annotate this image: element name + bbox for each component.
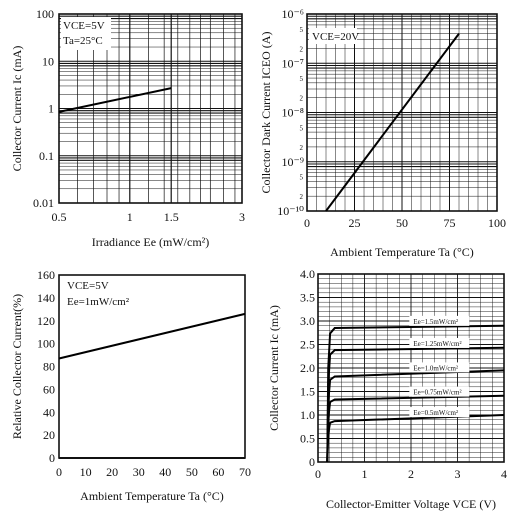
y-tick-label: 120	[37, 314, 55, 328]
y-tick-label: 1.0	[300, 408, 315, 422]
x-axis-label: Ambient Temperature Ta (°C)	[80, 489, 224, 503]
y-tick-label: 140	[37, 291, 55, 305]
y-tick-label: 60	[43, 382, 55, 396]
series-label: Ee=1.25mW/cm²	[413, 340, 461, 348]
y-tick-label: 160	[37, 268, 55, 282]
y-minor-tick-label: 5	[300, 124, 304, 132]
plot-frame	[317, 273, 505, 463]
y-tick-label: 3.0	[300, 314, 315, 328]
series-label-box	[409, 315, 470, 326]
y-tick-label: 1.5	[300, 385, 315, 399]
y-tick-label: 10⁻⁸	[281, 106, 304, 120]
series-label-box	[409, 362, 470, 373]
y-tick-label: 10	[42, 54, 54, 68]
y-minor-tick-label: 5	[300, 75, 304, 83]
y-axis-label: Collector Dark Current ICEO (A)	[259, 32, 273, 194]
x-tick-label: 10	[80, 465, 92, 479]
series-label: Ee=0.5mW/cm²	[413, 409, 458, 417]
y-minor-tick-label: 5	[300, 26, 304, 34]
y-minor-tick-label: 2	[300, 95, 304, 103]
y-tick-label: 2.5	[300, 338, 315, 352]
x-tick-label: 40	[159, 465, 171, 479]
annotation-text: VCE=5V	[63, 20, 105, 32]
x-tick-label: 1	[362, 467, 368, 481]
x-tick-label: 50	[396, 216, 408, 230]
x-axis-label: Collector-Emitter Voltage VCE (V)	[326, 497, 496, 511]
y-tick-label: 100	[37, 337, 55, 351]
x-tick-label: 1.5	[164, 210, 179, 224]
y-tick-label: 0.5	[300, 432, 315, 446]
y-axis-label: Relative Collector Current(%)	[10, 294, 24, 439]
x-tick-label: 3	[239, 210, 245, 224]
x-tick-label: 2	[408, 467, 414, 481]
annotation-box	[309, 28, 357, 44]
annotation-text: Ee=1mW/cm²	[67, 296, 130, 308]
plot-frame	[306, 13, 498, 212]
series-label-box	[409, 407, 470, 418]
y-tick-label: 10⁻⁹	[281, 155, 304, 169]
y-tick-label: 4.0	[300, 267, 315, 281]
y-tick-label: 40	[43, 405, 55, 419]
chart-output-characteristics: Ee=1.5mW/cm² Ee=1.25mW/cm² Ee=1.0mW/cm² Ee=…	[267, 267, 507, 511]
y-tick-label: 0	[309, 455, 315, 469]
y-tick-label: 3.5	[300, 291, 315, 305]
x-tick-label: 1	[127, 210, 133, 224]
x-tick-label: 100	[488, 216, 506, 230]
x-axis-label: Irradiance Ee (mW/cm²)	[92, 235, 210, 249]
series-label-box	[409, 337, 470, 348]
y-tick-label: 1	[48, 102, 54, 116]
y-minor-tick-label: 2	[300, 45, 304, 53]
annotation-box	[61, 17, 111, 50]
series-label-box	[409, 386, 470, 397]
y-minor-tick-label: 2	[300, 193, 304, 201]
x-tick-label: 25	[349, 216, 361, 230]
series-line	[58, 87, 172, 113]
x-tick-label: 70	[239, 465, 251, 479]
y-tick-label: 20	[43, 428, 55, 442]
x-tick-label: 0	[315, 467, 321, 481]
x-tick-label: 50	[186, 465, 198, 479]
annotation-text: Ta=25°C	[63, 35, 103, 47]
y-tick-label: 2.0	[300, 361, 315, 375]
series-line	[326, 414, 505, 463]
y-tick-label: 0	[49, 451, 55, 465]
y-tick-label: 0.01	[33, 196, 54, 210]
annotation-text: VCE=5V	[67, 280, 109, 292]
x-axis-label: Ambient Temperature Ta (°C)	[330, 245, 474, 259]
series-label: Ee=1.5mW/cm²	[413, 318, 458, 326]
y-tick-label: 100	[36, 7, 54, 21]
x-tick-label: 75	[444, 216, 456, 230]
y-tick-label: 10⁻⁷	[281, 56, 304, 70]
x-tick-label: 30	[133, 465, 145, 479]
annotation-text: VCE=20V	[312, 31, 359, 43]
y-tick-label: 0.1	[39, 149, 54, 163]
series-line	[325, 32, 460, 212]
y-tick-label: 80	[43, 360, 55, 374]
x-tick-label: 0	[56, 465, 62, 479]
y-tick-label: 10⁻⁶	[281, 7, 304, 21]
x-tick-label: 3	[455, 467, 461, 481]
x-tick-label: 60	[212, 465, 224, 479]
x-tick-label: 4	[501, 467, 507, 481]
plot-frame	[58, 13, 243, 204]
series-label: Ee=1.0mW/cm²	[413, 364, 458, 372]
x-tick-label: 0	[304, 216, 310, 230]
y-minor-tick-label: 5	[300, 174, 304, 182]
x-tick-label: 0.5	[52, 210, 67, 224]
chart-irradiance: VCE=5V Ta=25°C 0.5 1 1.5 3 0.01 0.1 1 10 100 Irradi…	[10, 7, 245, 249]
x-tick-label: 20	[106, 465, 118, 479]
y-axis-label: Collector Current Ic (mA)	[10, 46, 24, 172]
y-axis-label: Collector Current Ic (mA)	[267, 305, 281, 431]
series-label: Ee=0.75mW/cm²	[413, 389, 461, 397]
y-tick-label: 10⁻¹⁰	[277, 204, 304, 218]
chart-relative-current: VCE=5V Ee=1mW/cm² 0 10 20 30 40 50 60 70 0 20 40 60 80…	[10, 268, 251, 503]
series-line	[58, 312, 246, 360]
y-minor-tick-label: 2	[300, 144, 304, 152]
